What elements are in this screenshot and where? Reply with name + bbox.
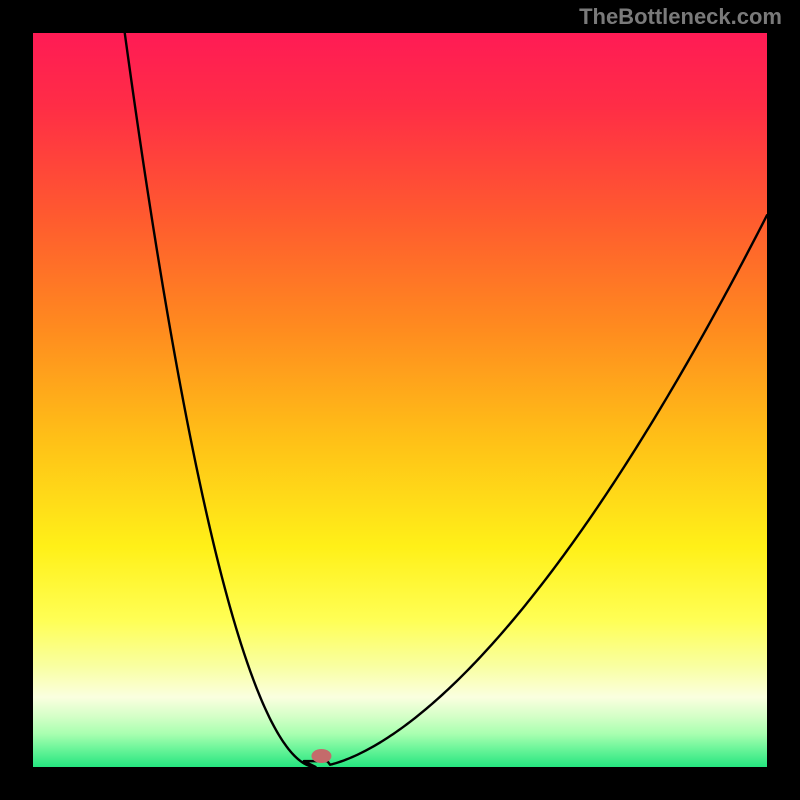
optimum-marker [311, 749, 331, 763]
chart-container: TheBottleneck.com [0, 0, 800, 800]
watermark-text: TheBottleneck.com [579, 4, 782, 30]
plot-background [33, 33, 767, 767]
bottleneck-chart [0, 0, 800, 800]
